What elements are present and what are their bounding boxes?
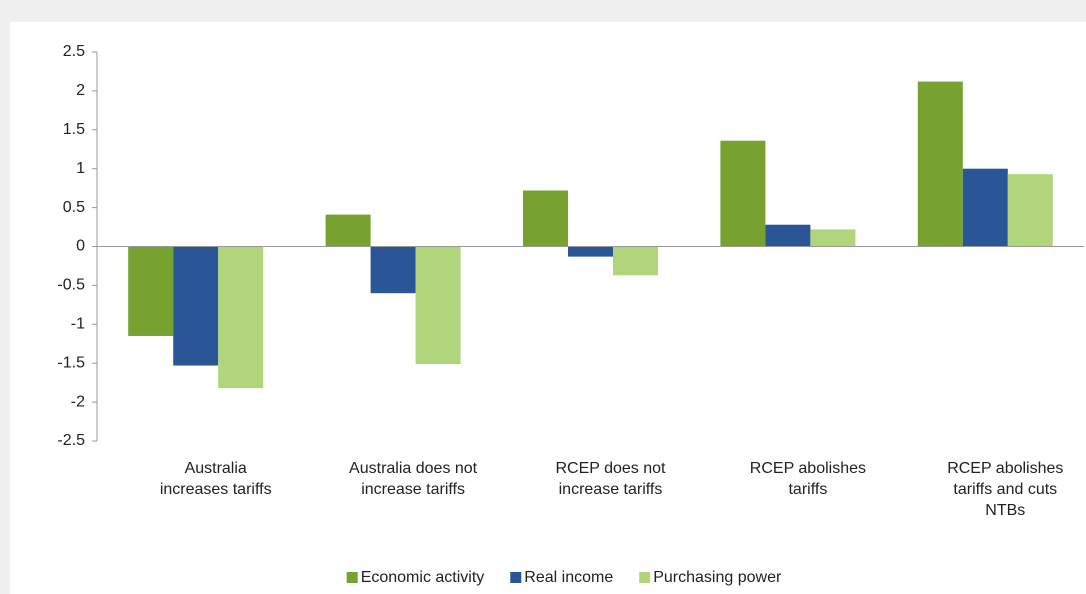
y-tick-label: 1.5 (63, 121, 85, 138)
bar (415, 246, 461, 364)
y-tick-label: -1 (71, 316, 85, 333)
x-tick-label: Australia does not increase tariffs (349, 460, 478, 498)
y-tick-label: 0 (76, 238, 85, 255)
legend-swatch (510, 572, 522, 583)
bar (218, 246, 264, 389)
legend-label: Real income (524, 569, 613, 586)
y-tick-label: -2 (71, 393, 85, 410)
y-tick-label: -0.5 (57, 277, 85, 294)
bar (1007, 174, 1053, 247)
bar (128, 246, 174, 336)
y-tick-label: -2.5 (57, 432, 85, 449)
x-tick-label: RCEP abolishes tariffs and cuts NTBs (947, 460, 1063, 519)
bar (370, 246, 416, 294)
legend-label: Purchasing power (653, 569, 782, 586)
legend-swatch (346, 572, 358, 583)
legend-label: Economic activity (361, 569, 485, 586)
y-tick-label: 2 (76, 82, 85, 99)
y-tick-label: -1.5 (57, 354, 85, 371)
bar (613, 246, 658, 276)
x-tick-label: RCEP abolishes tariffs (750, 460, 866, 498)
y-tick-label: 2.5 (63, 43, 85, 60)
bar (173, 246, 219, 366)
x-tick-label: Australia increases tariffs (160, 460, 272, 498)
bar (720, 140, 766, 247)
bar (917, 81, 963, 247)
bar (810, 229, 856, 247)
bar (765, 224, 811, 247)
legend-swatch (639, 572, 651, 583)
bar (568, 246, 613, 257)
y-tick-label: 0.5 (63, 199, 85, 216)
bar (962, 168, 1008, 247)
y-tick-label: 1 (76, 160, 85, 177)
bar (325, 214, 371, 247)
x-tick-label: RCEP does not increase tariffs (556, 460, 667, 498)
bar (523, 190, 568, 247)
